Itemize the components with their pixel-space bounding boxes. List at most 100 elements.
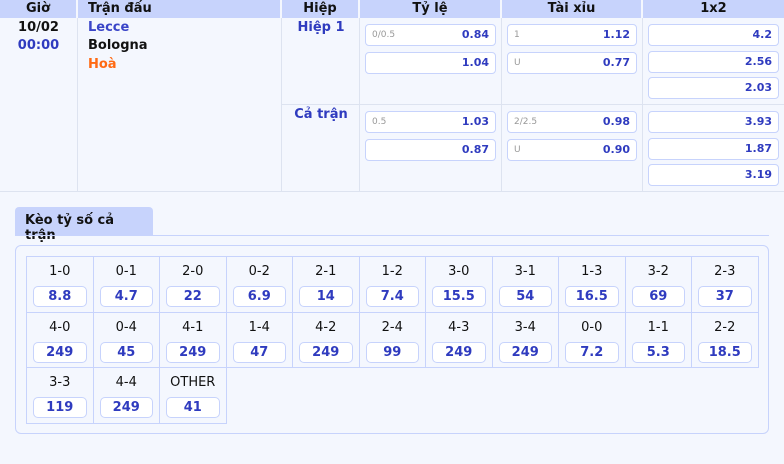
overunder-odd[interactable]: U 0.90 <box>507 139 637 161</box>
score-odd-button[interactable]: 14 <box>299 286 353 307</box>
odd-value: 1.87 <box>744 141 772 155</box>
match-row <box>0 18 784 192</box>
odd-value: 1.03 <box>461 115 489 128</box>
handicap-odd[interactable]: 1.04 <box>365 52 496 74</box>
score-cell: 3-3 119 <box>27 368 94 424</box>
score-odd-button[interactable]: 22 <box>166 286 220 307</box>
score-label: 1-2 <box>381 264 403 279</box>
score-odd-button[interactable]: 16.5 <box>565 286 619 307</box>
score-odd-button[interactable]: 4.7 <box>99 286 153 307</box>
handicap-odd[interactable]: 0/0.5 0.84 <box>365 24 496 46</box>
score-cell: OTHER 41 <box>160 368 227 424</box>
odd-value: 2.03 <box>744 81 772 94</box>
score-cell: 3-4 249 <box>492 312 559 368</box>
score-cell: 2-0 22 <box>160 257 227 313</box>
col-overunder: Tài xỉu <box>502 0 643 18</box>
col-time: Giờ <box>0 0 78 18</box>
odd-value: 4.2 <box>752 28 773 41</box>
score-cell: 1-0 8.8 <box>27 257 94 313</box>
overunder-line: U <box>514 145 521 155</box>
score-odd-button[interactable]: 37 <box>698 286 752 307</box>
score-odd-button[interactable]: 7.2 <box>565 341 619 363</box>
score-cell: 2-1 14 <box>293 257 360 313</box>
match-time: 00:00 <box>17 38 60 53</box>
overunder-odd[interactable]: U 0.77 <box>507 52 637 74</box>
col-period: Hiệp <box>282 0 360 18</box>
score-odd-button[interactable]: 69 <box>631 286 685 307</box>
score-odd-button[interactable]: 249 <box>299 341 353 363</box>
score-odd-button[interactable]: 249 <box>99 397 153 418</box>
score-odd-button[interactable]: 15.5 <box>432 286 486 307</box>
overunder-odd[interactable]: 2/2.5 0.98 <box>507 111 637 133</box>
1x2-odd[interactable]: 1.87 <box>648 137 779 160</box>
score-cell: 1-2 7.4 <box>359 257 426 313</box>
odd-value: 0.77 <box>602 56 630 69</box>
1x2-odd[interactable]: 3.93 <box>648 111 779 133</box>
score-label: 0-0 <box>581 319 603 335</box>
score-cell: 1-1 5.3 <box>625 312 692 368</box>
score-odd-button[interactable]: 6.9 <box>232 286 286 307</box>
score-label: 4-2 <box>315 319 337 335</box>
draw-label: Hoà <box>88 57 117 72</box>
odd-value: 0.87 <box>461 143 489 156</box>
handicap-line: 0/0.5 <box>372 30 396 40</box>
away-team[interactable]: Bologna <box>88 38 148 53</box>
score-odd-button[interactable]: 7.4 <box>365 286 419 307</box>
score-cell: 0-0 7.2 <box>559 312 626 368</box>
score-label: OTHER <box>170 375 216 390</box>
score-cell: 0-4 45 <box>93 312 160 368</box>
period-name: Cả trận <box>294 107 348 122</box>
score-odd-button[interactable]: 249 <box>498 341 552 363</box>
overunder-odd[interactable]: 1 1.12 <box>507 24 637 46</box>
odd-value: 3.19 <box>744 168 772 181</box>
score-cell: 4-4 249 <box>93 368 160 424</box>
score-cell: 4-1 249 <box>160 312 227 368</box>
score-odd-button[interactable]: 249 <box>166 341 220 363</box>
score-cell: 4-0 249 <box>27 312 94 368</box>
col-match: Trận đấu <box>78 0 282 18</box>
score-odd-button[interactable]: 249 <box>33 341 87 363</box>
score-label: 0-1 <box>115 264 137 279</box>
score-label: 4-3 <box>448 319 470 335</box>
1x2-odd[interactable]: 2.03 <box>648 77 779 99</box>
col-1x2: 1x2 <box>700 1 727 16</box>
score-odd-button[interactable]: 119 <box>33 397 87 418</box>
home-team[interactable]: Lecce <box>88 20 130 35</box>
score-label: 0-4 <box>115 319 137 335</box>
score-cell: 2-3 37 <box>692 257 759 313</box>
odd-value: 3.93 <box>744 115 772 128</box>
score-label: 2-2 <box>714 319 736 335</box>
score-label: 2-4 <box>381 319 403 335</box>
tab-correct-score[interactable]: Kèo tỷ số cả trận <box>15 207 153 243</box>
1x2-odd[interactable]: 3.19 <box>648 164 779 186</box>
score-odd-button[interactable]: 18.5 <box>698 341 752 363</box>
score-label: 2-1 <box>315 264 337 279</box>
score-odd-button[interactable]: 45 <box>99 341 153 363</box>
score-cell: 0-2 6.9 <box>226 257 293 313</box>
score-odd-button[interactable]: 54 <box>498 286 552 307</box>
score-label: 2-3 <box>714 264 736 279</box>
score-odd-button[interactable]: 5.3 <box>631 341 685 363</box>
score-odd-button[interactable]: 47 <box>232 341 286 363</box>
score-label: 1-1 <box>647 319 669 335</box>
score-odd-button[interactable]: 8.8 <box>33 286 87 307</box>
1x2-odd[interactable]: 2.56 <box>648 50 779 73</box>
handicap-odd[interactable]: 0.87 <box>365 139 496 161</box>
score-cell: 0-1 4.7 <box>93 257 160 313</box>
score-odd-button[interactable]: 99 <box>365 341 419 363</box>
score-label: 1-4 <box>248 319 270 335</box>
handicap-line: 0.5 <box>372 117 387 127</box>
1x2-odd[interactable]: 4.2 <box>648 24 779 46</box>
overunder-line: 2/2.5 <box>514 117 538 127</box>
score-cell: 3-2 69 <box>625 257 692 313</box>
overunder-line: 1 <box>514 30 520 40</box>
score-cell: 1-4 47 <box>226 312 293 368</box>
score-odd-button[interactable]: 249 <box>432 341 486 363</box>
handicap-odd[interactable]: 0.5 1.03 <box>365 111 496 133</box>
odd-value: 0.98 <box>602 115 630 128</box>
score-odd-button[interactable]: 41 <box>166 397 220 418</box>
score-panel <box>15 245 769 434</box>
score-cell: 4-3 249 <box>426 312 493 368</box>
score-label: 0-2 <box>248 264 270 279</box>
score-label: 3-2 <box>647 264 669 279</box>
